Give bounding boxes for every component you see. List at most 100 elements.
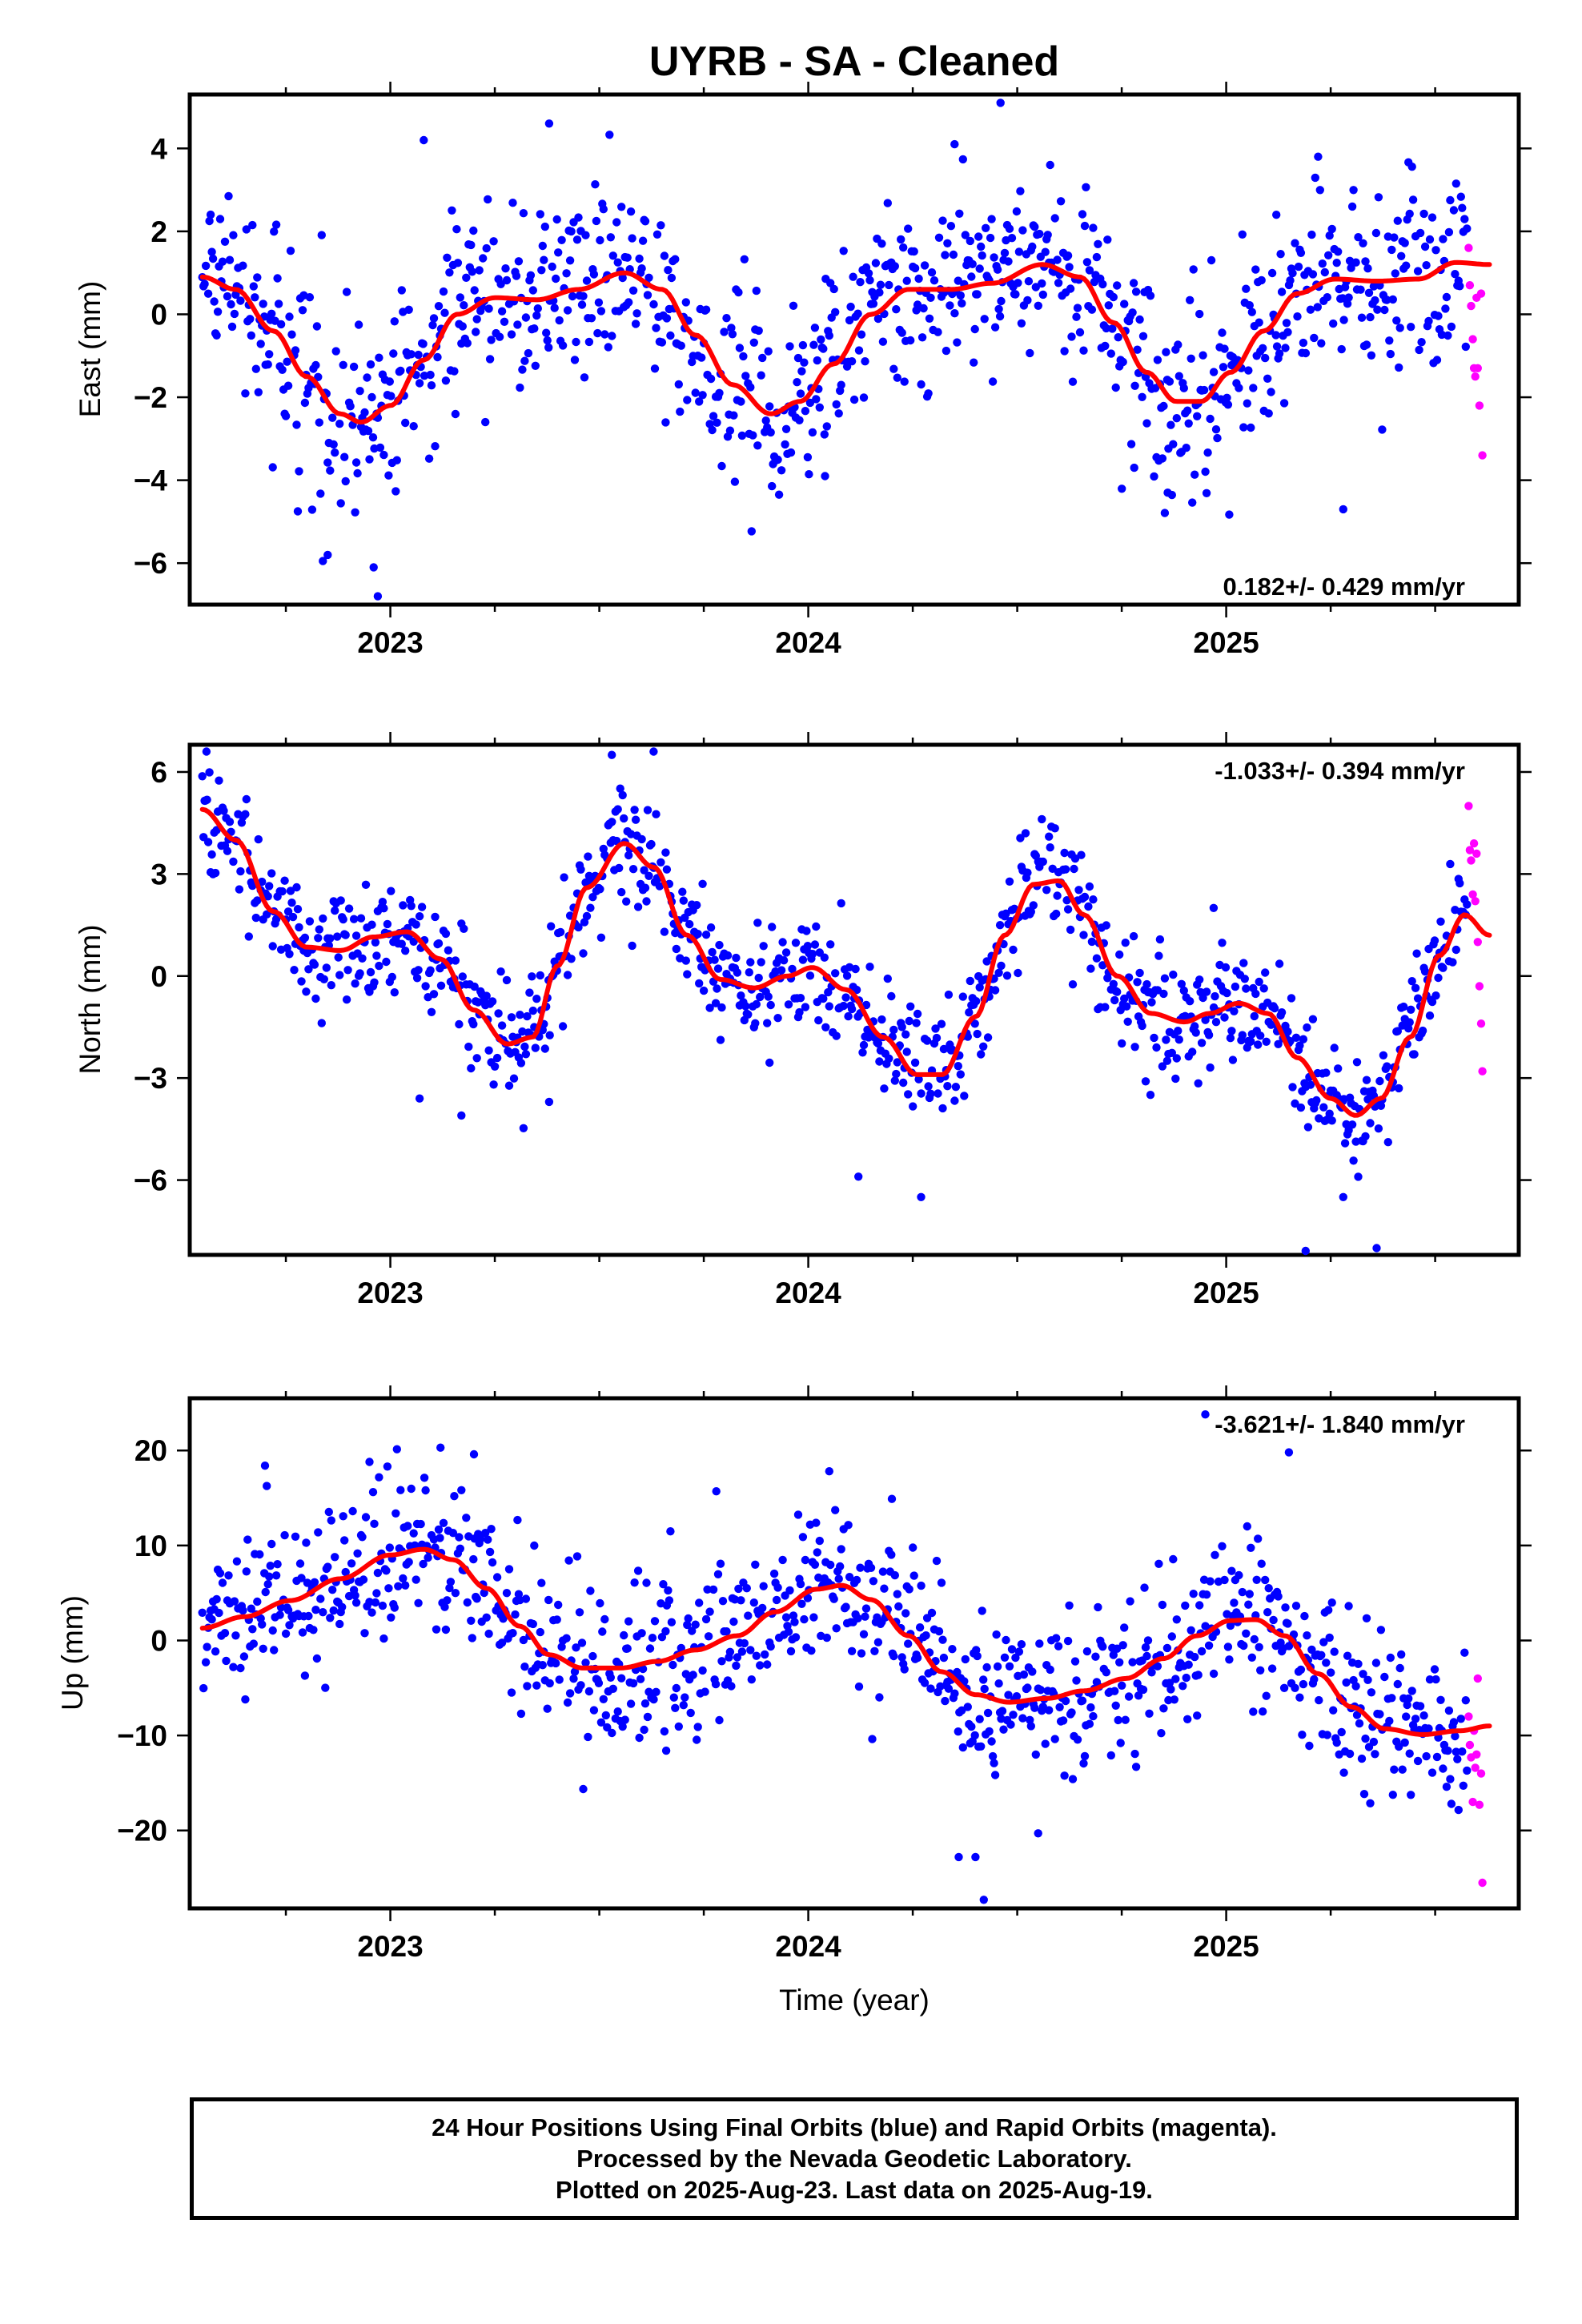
up-final-point <box>530 1541 539 1550</box>
east-final-point <box>336 499 345 508</box>
up-final-point <box>669 1693 678 1702</box>
north-final-point <box>519 1124 528 1133</box>
up-final-point <box>856 1563 865 1572</box>
up-final-point <box>544 1595 553 1605</box>
up-final-point <box>801 1555 810 1565</box>
north-final-point <box>1413 994 1423 1003</box>
north-final-point <box>1354 1172 1363 1181</box>
north-rapid-point <box>1465 846 1475 854</box>
up-final-point <box>1332 1738 1341 1747</box>
up-final-point <box>564 1556 573 1565</box>
east-final-point <box>656 221 665 230</box>
north-final-point <box>310 960 319 969</box>
up-rapid-point <box>1472 1750 1481 1759</box>
up-final-point <box>635 1733 644 1743</box>
north-final-point <box>841 993 850 1002</box>
up-final-point <box>1269 1615 1278 1625</box>
east-final-point <box>335 420 344 428</box>
north-final-point <box>484 1046 493 1055</box>
east-y-tick-label: −6 <box>134 547 167 580</box>
up-final-point <box>917 1581 926 1590</box>
east-velocity-label: 0.182+/- 0.429 mm/yr <box>1223 573 1465 601</box>
up-final-point <box>938 1635 947 1644</box>
north-final-point <box>746 958 755 967</box>
north-final-point <box>754 973 763 983</box>
north-final-point <box>757 958 765 967</box>
up-final-point <box>1186 1626 1195 1635</box>
east-final-point <box>930 276 939 285</box>
east-final-point <box>786 448 796 457</box>
up-final-point <box>1218 1542 1227 1551</box>
east-final-point <box>1080 221 1090 231</box>
north-final-point <box>965 1008 974 1017</box>
east-final-point <box>501 264 510 273</box>
east-final-point <box>271 220 281 229</box>
north-x-tick-label: 2024 <box>775 1277 841 1309</box>
north-final-point <box>1322 1068 1331 1077</box>
north-final-point <box>778 938 787 947</box>
up-final-point <box>399 1574 408 1583</box>
up-final-point <box>569 1675 578 1683</box>
up-final-point <box>1439 1764 1447 1773</box>
up-final-point <box>1327 1668 1335 1677</box>
east-final-point <box>1245 301 1255 310</box>
up-final-point <box>786 1647 796 1656</box>
up-final-point <box>570 1667 580 1676</box>
up-final-point <box>201 1658 211 1667</box>
east-final-point <box>1386 349 1395 359</box>
up-final-point <box>650 1617 660 1626</box>
east-final-point <box>1183 406 1192 415</box>
north-final-point <box>752 999 761 1009</box>
east-final-point <box>479 254 488 263</box>
east-final-point <box>207 247 216 256</box>
north-final-point <box>502 975 512 985</box>
north-final-point <box>1120 994 1129 1003</box>
north-final-point <box>1250 1011 1259 1021</box>
north-final-point <box>1349 1156 1358 1165</box>
north-final-point <box>997 961 1006 971</box>
east-y-tick-label: −2 <box>134 381 167 414</box>
north-final-point <box>458 972 467 981</box>
up-final-point <box>212 1594 221 1604</box>
up-final-point <box>859 1630 869 1638</box>
north-final-point <box>1254 1040 1263 1049</box>
north-final-point <box>1299 1035 1308 1043</box>
north-final-point <box>319 975 328 984</box>
east-final-point <box>1359 239 1367 247</box>
north-final-point <box>618 790 627 800</box>
east-final-point <box>885 280 893 290</box>
east-final-point <box>1007 234 1017 243</box>
east-final-point <box>1432 356 1442 364</box>
up-final-point <box>462 1514 471 1522</box>
east-final-point <box>1251 265 1260 274</box>
east-final-point <box>1004 257 1013 266</box>
up-final-point <box>1138 1685 1148 1695</box>
east-final-point <box>1291 239 1299 247</box>
up-final-point <box>1263 1608 1272 1617</box>
up-final-point <box>382 1566 391 1575</box>
east-rapid-point <box>1465 281 1475 290</box>
north-final-point <box>497 1021 507 1030</box>
east-final-point <box>212 331 221 340</box>
north-final-point <box>1160 974 1170 983</box>
up-final-point <box>1118 1641 1127 1650</box>
east-final-point <box>1402 261 1411 270</box>
east-final-point <box>968 259 977 268</box>
east-final-point <box>612 218 621 227</box>
east-final-point <box>512 271 521 280</box>
up-final-point <box>1387 1694 1396 1703</box>
east-final-point <box>1361 257 1370 266</box>
north-final-point <box>205 768 214 777</box>
east-final-point <box>1158 454 1167 463</box>
east-final-point <box>1169 440 1178 448</box>
north-final-point <box>451 956 460 965</box>
east-final-point <box>1371 228 1381 238</box>
north-final-point <box>532 995 541 1003</box>
up-final-point <box>231 1631 240 1640</box>
up-final-point <box>637 1629 646 1638</box>
up-final-point <box>331 1553 339 1562</box>
east-fit <box>199 259 1492 425</box>
up-final-point <box>1004 1691 1013 1699</box>
up-final-point <box>432 1625 441 1634</box>
up-final-point <box>203 1642 211 1651</box>
